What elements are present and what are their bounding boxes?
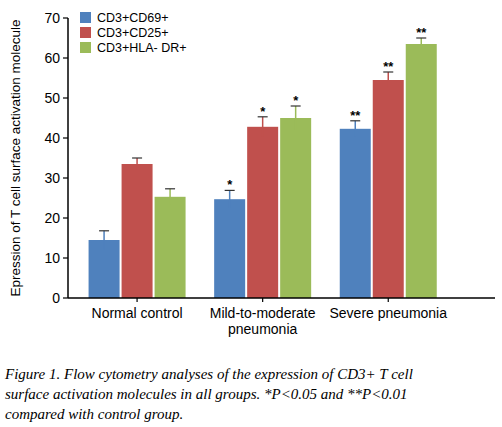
x-axis <box>68 297 495 299</box>
y-tick <box>63 57 68 58</box>
legend-label: CD3+HLA- DR+ <box>97 41 187 55</box>
legend-label: CD3+CD25+ <box>97 26 169 40</box>
error-bar <box>225 190 235 208</box>
error-cap <box>132 157 142 158</box>
x-tick <box>388 298 389 302</box>
y-tick <box>63 177 68 178</box>
error-cap <box>165 188 175 189</box>
y-tick-label: 20 <box>44 210 60 226</box>
bar <box>340 129 371 298</box>
y-tick <box>63 17 68 18</box>
error-stem <box>103 231 105 249</box>
y-tick-label: 70 <box>44 10 60 26</box>
bar <box>373 80 404 298</box>
legend-swatch <box>80 12 91 23</box>
caption: Figure 1. Flow cytometry analyses of the… <box>4 366 413 382</box>
y-tick-label: 10 <box>44 250 60 266</box>
y-tick-label: 60 <box>44 50 60 66</box>
legend-swatch <box>80 27 91 38</box>
significance: ** <box>350 108 361 123</box>
bar <box>280 118 311 298</box>
y-tick <box>63 297 68 298</box>
bar <box>122 164 153 298</box>
x-tick-label: Mild-to-moderatepneumonia <box>210 305 316 337</box>
error-bar <box>99 231 109 249</box>
y-tick-label: 30 <box>44 170 60 186</box>
x-tick <box>262 298 263 302</box>
caption: surface activation molecules in all grou… <box>5 386 408 402</box>
error-stem <box>355 121 357 137</box>
y-tick <box>63 137 68 138</box>
bar <box>214 199 245 298</box>
chart: *********010203040506070Normal controlMi… <box>0 0 502 427</box>
bar <box>406 44 437 298</box>
y-tick <box>63 217 68 218</box>
significance: ** <box>416 25 427 40</box>
error-bar <box>165 189 175 205</box>
y-tick-label: 40 <box>44 130 60 146</box>
legend-swatch <box>80 42 91 53</box>
error-bar <box>291 106 301 130</box>
y-tick <box>63 97 68 98</box>
x-tick-label: Normal control <box>92 305 183 321</box>
error-bar <box>383 72 393 88</box>
legend: CD3+CD69+CD3+CD25+CD3+HLA- DR+ <box>80 11 187 55</box>
y-tick-label: 50 <box>44 90 60 106</box>
y-label: Epression of T cell surface activation m… <box>8 19 23 296</box>
bars <box>89 38 437 298</box>
bar <box>155 197 186 298</box>
y-tick <box>63 257 68 258</box>
y-tick-label: 0 <box>52 290 60 306</box>
error-stem <box>169 189 171 205</box>
error-cap <box>99 230 109 231</box>
significance: * <box>260 104 266 119</box>
significance: * <box>227 177 233 192</box>
x-tick-label-line: Mild-to-moderate <box>210 305 316 321</box>
error-stem <box>388 72 390 88</box>
legend-label: CD3+CD69+ <box>97 11 169 25</box>
x-tick <box>136 298 137 302</box>
x-tick-label-line: pneumonia <box>228 321 297 337</box>
error-stem <box>295 106 297 130</box>
bar <box>247 127 278 298</box>
error-stem <box>229 190 231 208</box>
significance: * <box>293 93 299 108</box>
x-tick-label: Severe pneumonia <box>329 305 447 321</box>
error-stem <box>136 158 138 170</box>
error-bar <box>258 117 268 137</box>
error-stem <box>262 117 264 137</box>
y-axis <box>67 18 69 298</box>
significance: ** <box>383 59 394 74</box>
error-bar <box>132 158 142 170</box>
error-bar <box>350 121 360 137</box>
caption: compared with control group. <box>5 406 183 422</box>
